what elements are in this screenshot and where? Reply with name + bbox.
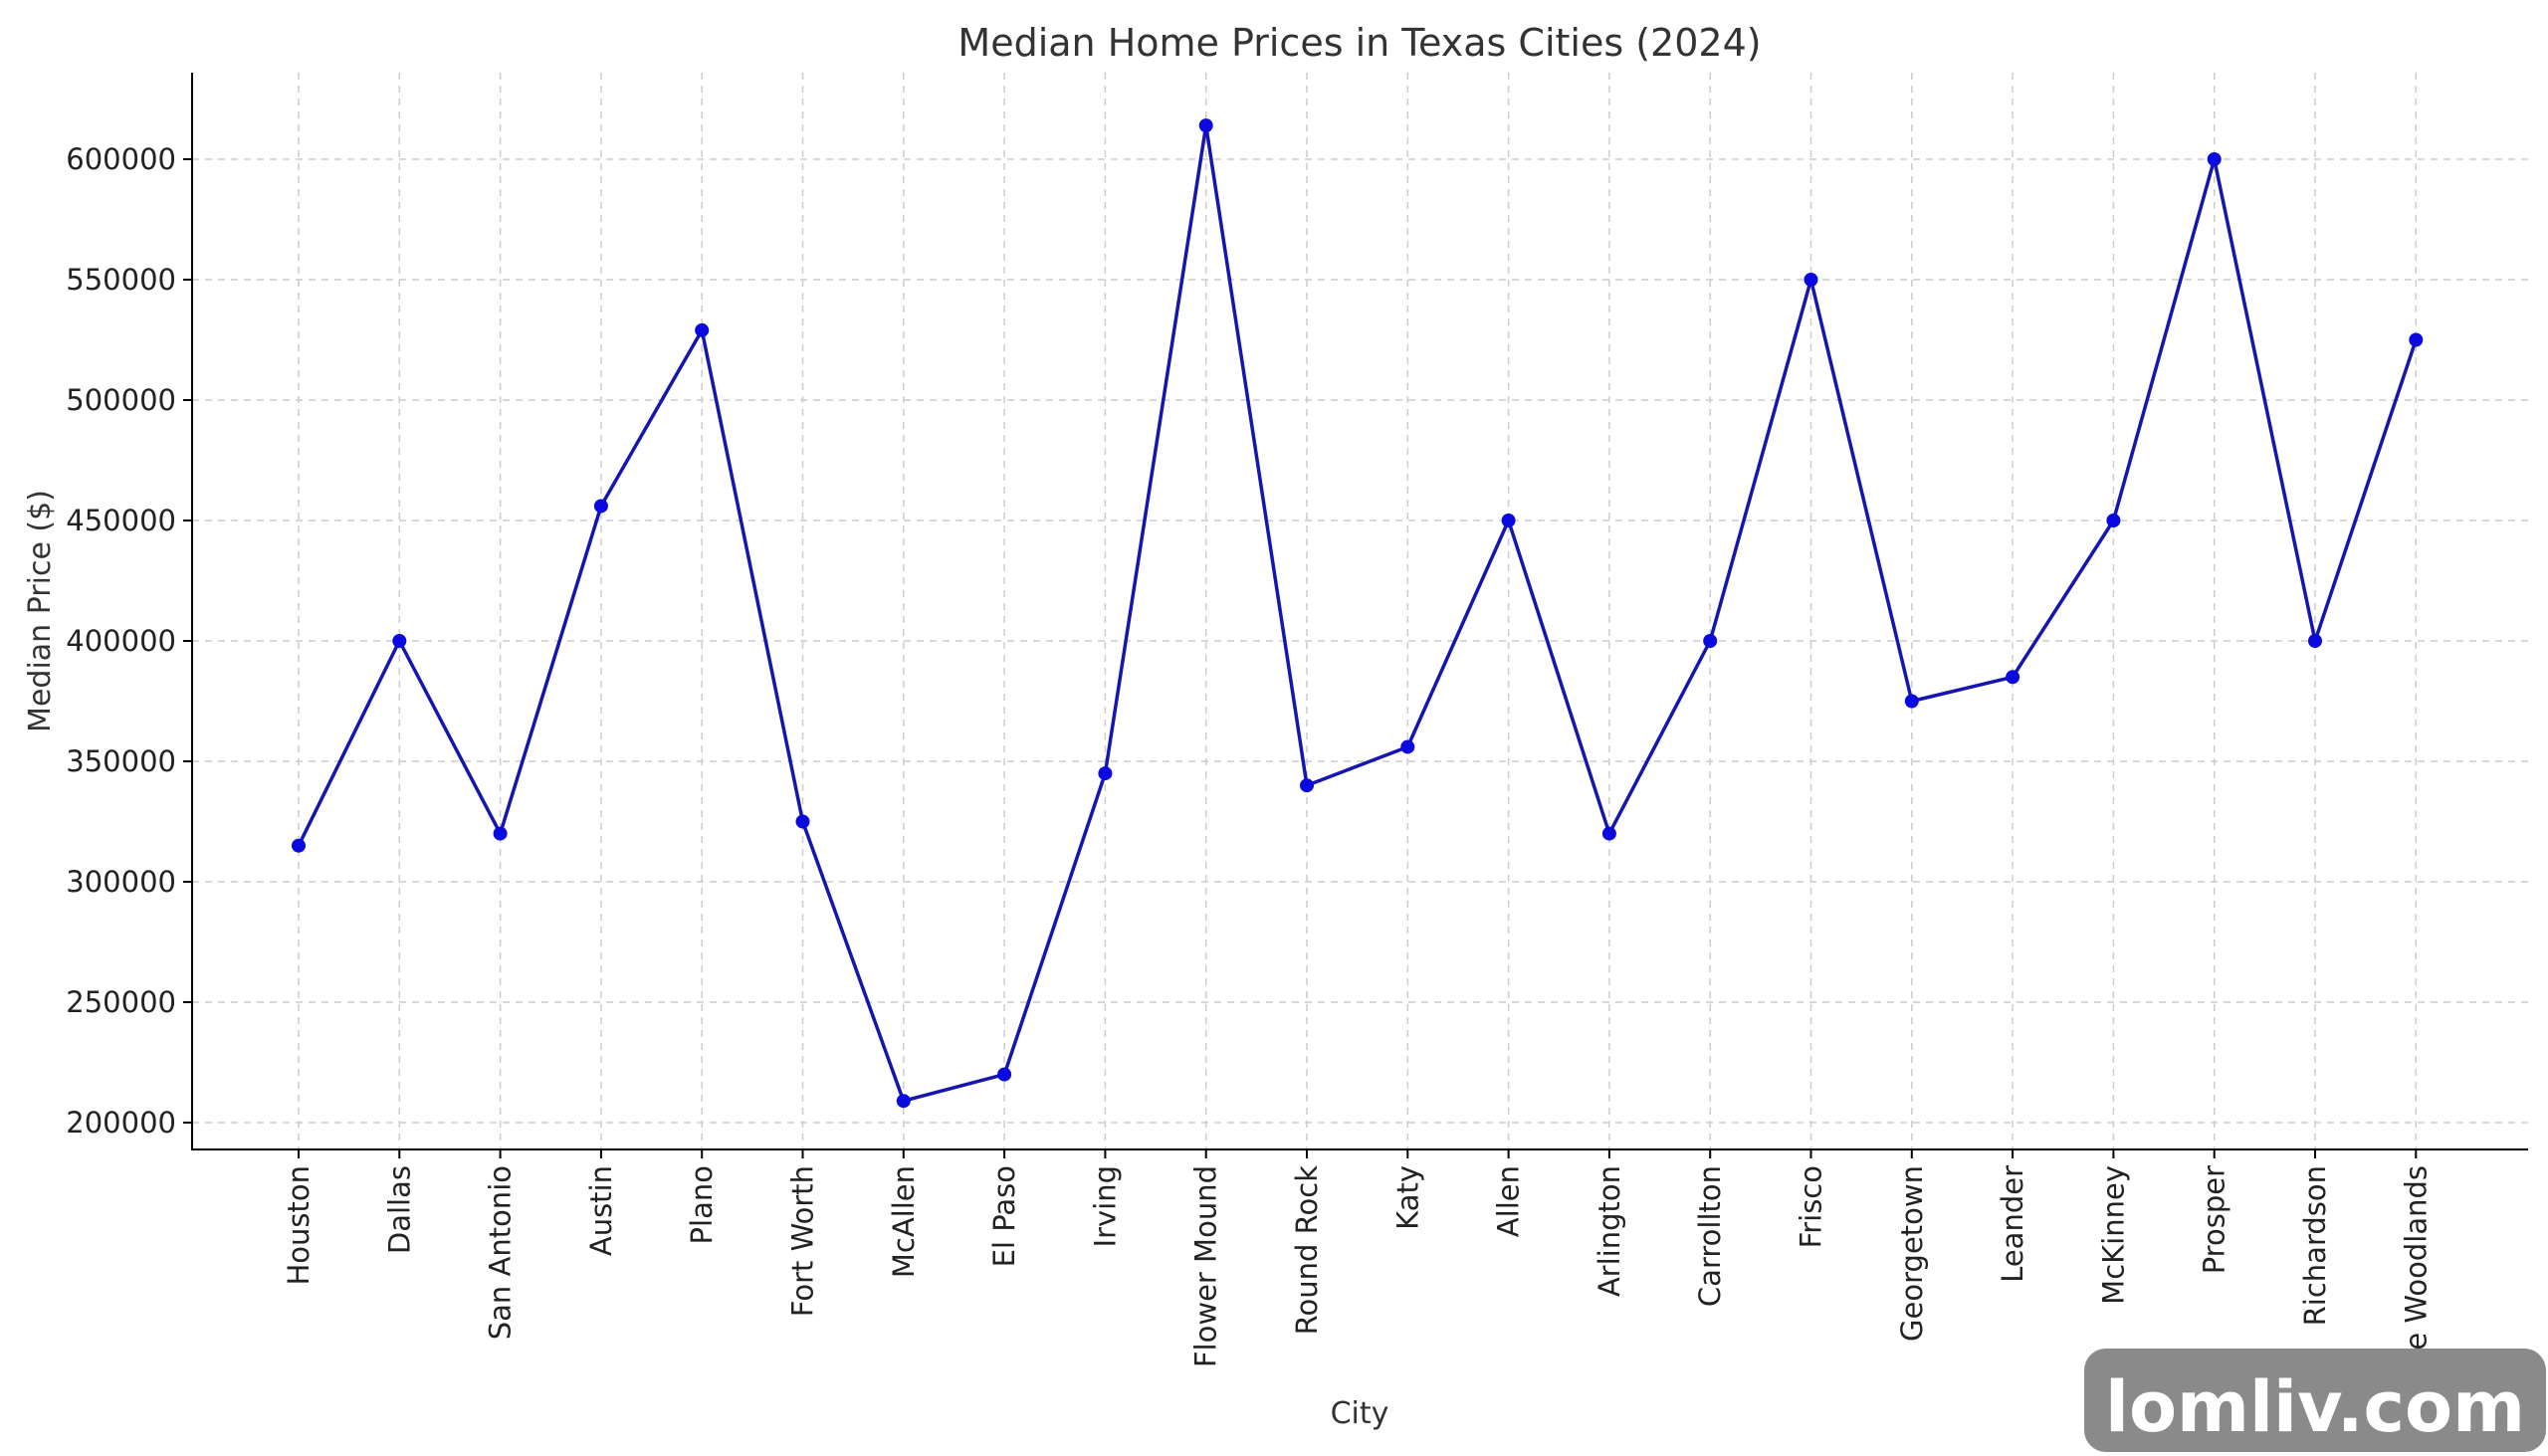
x-tick-label: Georgetown bbox=[1895, 1165, 1929, 1342]
x-tick-label: Flower Mound bbox=[1189, 1165, 1223, 1367]
data-point bbox=[896, 1094, 911, 1109]
watermark-background bbox=[2084, 1349, 2546, 1452]
y-tick-label: 300000 bbox=[66, 865, 176, 899]
y-tick-label: 200000 bbox=[66, 1106, 176, 1140]
data-point bbox=[593, 499, 608, 514]
watermark-text: lomliv.com bbox=[2105, 1366, 2525, 1448]
x-tick-label: Arlington bbox=[1592, 1165, 1626, 1297]
x-tick-label: Carrollton bbox=[1693, 1165, 1727, 1307]
data-point bbox=[1501, 514, 1516, 527]
x-tick-label: McAllen bbox=[887, 1165, 921, 1278]
grid-layer bbox=[192, 73, 2528, 1149]
x-tick-label: Austin bbox=[584, 1165, 618, 1256]
data-point bbox=[2207, 152, 2222, 166]
y-tick-label: 500000 bbox=[66, 383, 176, 417]
x-tick-label: Round Rock bbox=[1290, 1165, 1324, 1336]
axis-spines bbox=[191, 73, 2528, 1150]
x-tick-label: El Paso bbox=[987, 1165, 1021, 1267]
x-tick-label: San Antonio bbox=[484, 1165, 518, 1340]
x-axis-label: City bbox=[1331, 1396, 1389, 1431]
data-point bbox=[695, 322, 710, 337]
data-point bbox=[1703, 634, 1718, 648]
y-tick-label: 350000 bbox=[66, 744, 176, 778]
data-point bbox=[2409, 332, 2424, 347]
series-line bbox=[297, 123, 2418, 1103]
data-point bbox=[997, 1067, 1012, 1082]
data-point bbox=[2006, 670, 2020, 685]
y-axis-ticks: 200000 250000 300000 350000 400000 450000 5000… bbox=[66, 142, 192, 1140]
data-point bbox=[392, 634, 407, 648]
x-tick-label: Fort Worth bbox=[786, 1165, 820, 1317]
x-tick-label: Allen bbox=[1492, 1165, 1526, 1237]
data-point bbox=[2308, 634, 2322, 648]
x-tick-label: McKinney bbox=[2096, 1165, 2130, 1305]
y-tick-label: 600000 bbox=[66, 142, 176, 176]
x-tick-label: Frisco bbox=[1795, 1165, 1828, 1248]
x-tick-label: Prosper bbox=[2198, 1165, 2231, 1274]
x-tick-label: Plano bbox=[685, 1165, 719, 1244]
x-tick-label: Dallas bbox=[382, 1165, 416, 1254]
x-axis-ticks: Houston Dallas San Antonio Austin Plano Fort … bbox=[282, 1149, 2433, 1387]
chart-title: Median Home Prices in Texas Cities (2024… bbox=[957, 21, 1761, 65]
x-tick-label: Leander bbox=[1996, 1165, 2029, 1283]
data-point bbox=[292, 838, 306, 853]
watermark: lomliv.com bbox=[2084, 1349, 2546, 1452]
data-point bbox=[1198, 118, 1213, 133]
data-point bbox=[1300, 778, 1314, 793]
y-tick-label: 450000 bbox=[66, 504, 176, 537]
x-tick-label: Richardson bbox=[2298, 1165, 2332, 1326]
y-tick-label: 400000 bbox=[66, 624, 176, 658]
x-tick-label: Houston bbox=[282, 1165, 316, 1286]
y-tick-label: 250000 bbox=[66, 985, 176, 1019]
data-point bbox=[795, 814, 810, 829]
data-point bbox=[1098, 766, 1113, 781]
data-point bbox=[1601, 826, 1616, 841]
data-point bbox=[1400, 739, 1415, 754]
data-point bbox=[1804, 273, 1818, 287]
data-point bbox=[1904, 694, 1919, 709]
x-tick-label: Katy bbox=[1390, 1165, 1424, 1230]
y-tick-label: 550000 bbox=[66, 263, 176, 297]
data-point bbox=[2106, 514, 2121, 527]
x-tick-label: Irving bbox=[1088, 1165, 1122, 1247]
series-layer bbox=[292, 118, 2424, 1109]
y-axis-label: Median Price ($) bbox=[23, 490, 58, 732]
data-point bbox=[493, 826, 508, 841]
